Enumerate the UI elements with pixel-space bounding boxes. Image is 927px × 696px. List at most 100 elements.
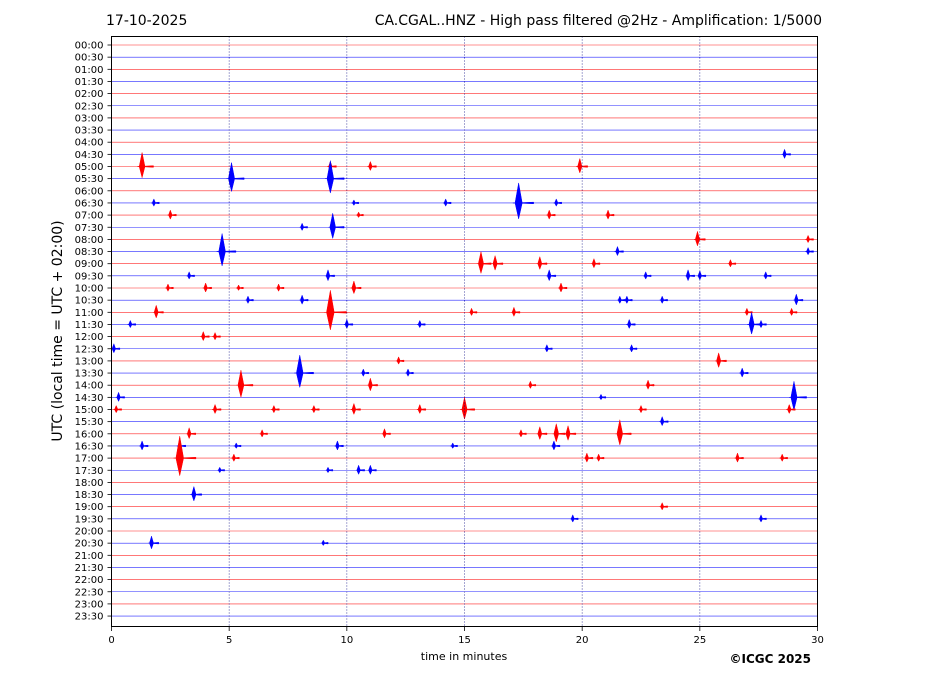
seismic-event-mark bbox=[715, 351, 727, 369]
seismic-event-mark bbox=[605, 209, 615, 220]
y-tick-label: 16:30 bbox=[75, 441, 104, 452]
y-tick-label: 07:30 bbox=[75, 223, 104, 234]
seismic-event-mark bbox=[781, 148, 791, 159]
seismic-event-mark bbox=[512, 182, 534, 220]
seismic-event-mark bbox=[779, 453, 788, 462]
seismic-event-mark bbox=[202, 282, 212, 293]
seismic-event-mark bbox=[546, 209, 556, 220]
y-tick-label: 19:30 bbox=[75, 514, 104, 525]
seismic-event-mark bbox=[350, 280, 362, 295]
seismic-event-mark bbox=[476, 251, 492, 275]
seismic-event-mark bbox=[236, 284, 244, 291]
seismic-event-mark bbox=[786, 403, 796, 415]
y-tick-label: 11:30 bbox=[75, 320, 104, 331]
seismic-event-mark bbox=[165, 283, 174, 292]
y-tick-label: 22:00 bbox=[75, 575, 104, 586]
seismic-event-mark bbox=[152, 304, 164, 319]
y-tick-label: 12:00 bbox=[75, 332, 104, 343]
seismic-event-mark bbox=[190, 485, 202, 502]
seismic-event-mark bbox=[544, 344, 553, 353]
y-tick-label: 20:30 bbox=[75, 539, 104, 550]
y-tick-label: 17:30 bbox=[75, 466, 104, 477]
seismic-event-mark bbox=[275, 283, 285, 292]
seismic-event-mark bbox=[226, 162, 245, 192]
y-tick-label: 11:00 bbox=[75, 308, 104, 319]
seismic-event-mark bbox=[536, 425, 548, 441]
seismic-event-mark bbox=[351, 199, 359, 206]
seismic-event-mark bbox=[551, 440, 561, 451]
y-tick-label: 02:30 bbox=[75, 101, 104, 112]
seismic-event-mark bbox=[553, 198, 562, 207]
seismic-event-mark bbox=[468, 307, 478, 317]
seismic-event-mark bbox=[805, 234, 814, 244]
seismic-event-mark bbox=[343, 318, 354, 330]
seismic-event-mark bbox=[360, 368, 369, 377]
seismic-event-mark bbox=[617, 295, 626, 304]
y-tick-label: 15:00 bbox=[75, 405, 104, 416]
y-tick-label: 02:00 bbox=[75, 89, 104, 100]
seismic-event-mark bbox=[416, 403, 427, 415]
y-tick-label: 05:00 bbox=[75, 162, 104, 173]
seismic-event-mark bbox=[805, 246, 814, 256]
seismic-event-mark bbox=[591, 257, 601, 269]
seismic-event-mark bbox=[536, 255, 548, 271]
seismic-event-mark bbox=[645, 379, 655, 390]
seismic-event-mark bbox=[271, 404, 280, 414]
x-axis-ticks: 0 5 10 15 20 25 30 bbox=[108, 626, 824, 646]
seismic-event-mark bbox=[367, 464, 377, 475]
seismic-event-mark bbox=[356, 211, 364, 218]
seismic-event-mark bbox=[659, 295, 668, 304]
y-tick-label: 04:30 bbox=[75, 150, 104, 161]
seismic-event-mark bbox=[583, 452, 594, 463]
seismic-event-mark bbox=[259, 429, 268, 438]
seismic-event-mark bbox=[684, 269, 695, 282]
y-tick-label: 20:00 bbox=[75, 527, 104, 538]
y-tick-label: 00:30 bbox=[75, 53, 104, 64]
x-tick-label: 0 bbox=[108, 635, 114, 646]
seismic-event-mark bbox=[299, 294, 309, 305]
seismic-event-mark bbox=[294, 355, 314, 388]
seismic-event-mark bbox=[595, 453, 605, 462]
seismic-event-mark bbox=[659, 502, 668, 511]
y-tick-label: 19:00 bbox=[75, 502, 104, 513]
y-tick-label: 10:00 bbox=[75, 284, 104, 295]
y-tick-label: 13:30 bbox=[75, 369, 104, 380]
seismic-event-mark bbox=[113, 404, 122, 414]
y-tick-label: 18:00 bbox=[75, 478, 104, 489]
seismic-event-mark bbox=[615, 419, 632, 446]
seismic-event-mark bbox=[527, 380, 537, 389]
seismic-event-mark bbox=[186, 426, 197, 440]
seismic-event-mark bbox=[381, 428, 391, 439]
seismic-event-mark bbox=[139, 440, 149, 451]
seismic-event-mark bbox=[570, 514, 579, 523]
seismic-event-mark bbox=[231, 453, 240, 462]
seismic-event-mark bbox=[167, 209, 177, 220]
seismic-event-mark bbox=[350, 402, 361, 415]
seismic-event-mark bbox=[626, 318, 636, 330]
seismic-event-mark bbox=[173, 436, 197, 476]
chart-date: 17-10-2025 bbox=[106, 13, 187, 29]
seismic-event-mark bbox=[546, 269, 557, 282]
seismic-event-mark bbox=[324, 160, 345, 194]
y-tick-label: 07:00 bbox=[75, 211, 104, 222]
seismic-event-mark bbox=[127, 319, 136, 329]
y-tick-label: 01:00 bbox=[75, 65, 104, 76]
seismic-event-mark bbox=[367, 160, 377, 172]
seismic-event-mark bbox=[212, 331, 221, 341]
seismic-event-mark bbox=[110, 343, 121, 354]
seismic-event-mark bbox=[417, 319, 426, 329]
y-tick-label: 06:00 bbox=[75, 186, 104, 197]
vertical-grid bbox=[228, 36, 701, 627]
y-tick-label: 15:30 bbox=[75, 417, 104, 428]
y-tick-label: 23:30 bbox=[75, 612, 104, 623]
seismic-event-mark bbox=[696, 270, 707, 281]
seismic-event-mark bbox=[628, 344, 638, 353]
seismic-event-mark bbox=[788, 307, 798, 317]
y-tick-label: 09:30 bbox=[75, 271, 104, 282]
y-tick-label: 13:00 bbox=[75, 356, 104, 367]
seismic-event-mark bbox=[694, 230, 706, 247]
y-tick-label: 21:00 bbox=[75, 551, 104, 562]
y-tick-label: 12:30 bbox=[75, 344, 104, 355]
